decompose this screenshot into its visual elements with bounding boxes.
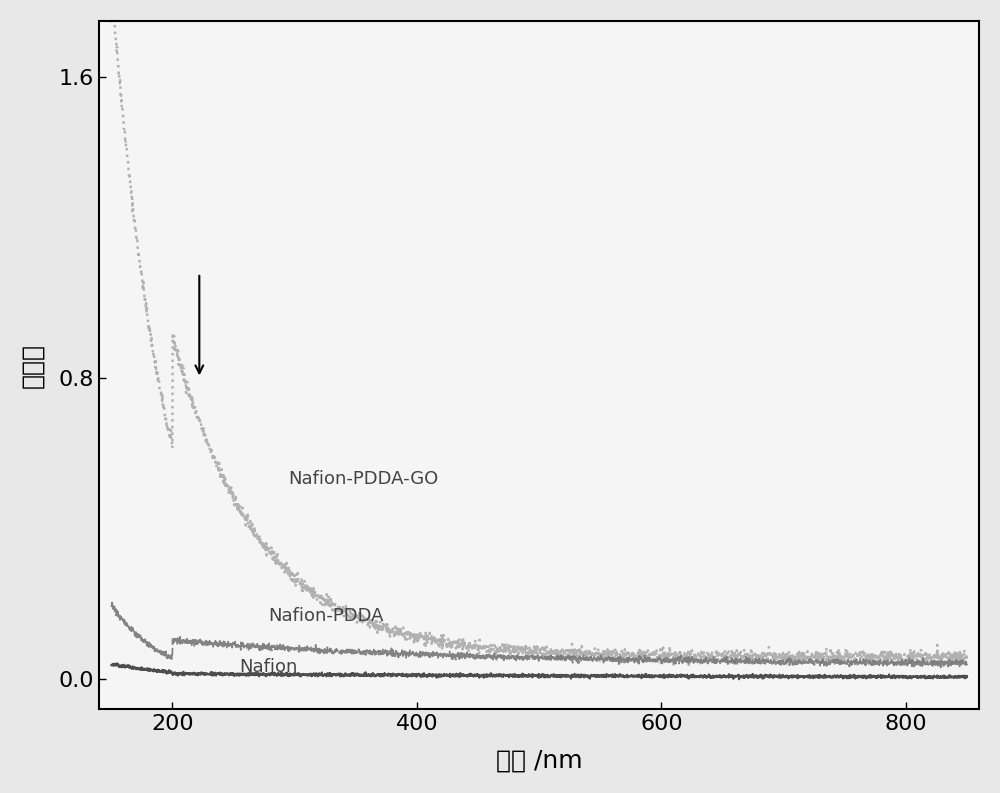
Text: Nafion-PDDA: Nafion-PDDA: [268, 607, 383, 625]
Y-axis label: 吸收値: 吸收値: [21, 343, 45, 388]
Text: Nafion-PDDA-GO: Nafion-PDDA-GO: [289, 469, 439, 488]
X-axis label: 波长 /nm: 波长 /nm: [496, 748, 582, 772]
Text: Nafion: Nafion: [240, 657, 298, 676]
